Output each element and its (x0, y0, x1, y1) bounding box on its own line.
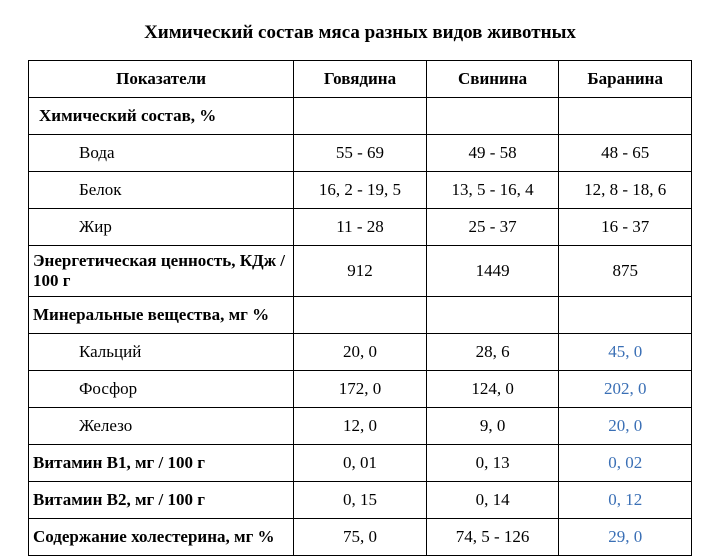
calcium-mutton: 45, 0 (559, 334, 692, 371)
iron-beef: 12, 0 (294, 408, 427, 445)
row-fat: Жир 11 - 28 25 - 37 16 - 37 (29, 209, 692, 246)
label-vitb2: Витамин В2, мг / 100 г (29, 482, 294, 519)
header-indicator: Показатели (29, 61, 294, 98)
label-vitb1: Витамин В1, мг / 100 г (29, 445, 294, 482)
energy-pork: 1449 (426, 246, 559, 297)
energy-beef: 912 (294, 246, 427, 297)
label-phosphorus: Фосфор (29, 371, 294, 408)
energy-mutton: 875 (559, 246, 692, 297)
empty-cell (426, 297, 559, 334)
empty-cell (294, 297, 427, 334)
row-cholesterol: Содержание холестерина, мг % 75, 0 74, 5… (29, 519, 692, 556)
protein-beef: 16, 2 - 19, 5 (294, 172, 427, 209)
fat-pork: 25 - 37 (426, 209, 559, 246)
page-title: Химический состав мяса разных видов живо… (28, 22, 692, 44)
empty-cell (559, 98, 692, 135)
row-protein: Белок 16, 2 - 19, 5 13, 5 - 16, 4 12, 8 … (29, 172, 692, 209)
composition-table: Показатели Говядина Свинина Баранина Хим… (28, 60, 692, 556)
fat-mutton: 16 - 37 (559, 209, 692, 246)
row-vitb1: Витамин В1, мг / 100 г 0, 01 0, 13 0, 02 (29, 445, 692, 482)
label-protein: Белок (29, 172, 294, 209)
section-chemical: Химический состав, % (29, 98, 692, 135)
vitb1-mutton: 0, 02 (559, 445, 692, 482)
row-vitb2: Витамин В2, мг / 100 г 0, 15 0, 14 0, 12 (29, 482, 692, 519)
empty-cell (426, 98, 559, 135)
water-pork: 49 - 58 (426, 135, 559, 172)
water-beef: 55 - 69 (294, 135, 427, 172)
vitb1-beef: 0, 01 (294, 445, 427, 482)
row-iron: Железо 12, 0 9, 0 20, 0 (29, 408, 692, 445)
table-header-row: Показатели Говядина Свинина Баранина (29, 61, 692, 98)
section-minerals: Минеральные вещества, мг % (29, 297, 692, 334)
label-cholesterol: Содержание холестерина, мг % (29, 519, 294, 556)
vitb1-pork: 0, 13 (426, 445, 559, 482)
vitb2-beef: 0, 15 (294, 482, 427, 519)
cholesterol-beef: 75, 0 (294, 519, 427, 556)
protein-mutton: 12, 8 - 18, 6 (559, 172, 692, 209)
calcium-pork: 28, 6 (426, 334, 559, 371)
header-pork: Свинина (426, 61, 559, 98)
iron-pork: 9, 0 (426, 408, 559, 445)
label-calcium: Кальций (29, 334, 294, 371)
vitb2-pork: 0, 14 (426, 482, 559, 519)
label-fat: Жир (29, 209, 294, 246)
phosphorus-mutton: 202, 0 (559, 371, 692, 408)
water-mutton: 48 - 65 (559, 135, 692, 172)
row-energy: Энергетическая ценность, КДж / 100 г 912… (29, 246, 692, 297)
phosphorus-pork: 124, 0 (426, 371, 559, 408)
section-minerals-label: Минеральные вещества, мг % (29, 297, 294, 334)
calcium-beef: 20, 0 (294, 334, 427, 371)
fat-beef: 11 - 28 (294, 209, 427, 246)
protein-pork: 13, 5 - 16, 4 (426, 172, 559, 209)
row-water: Вода 55 - 69 49 - 58 48 - 65 (29, 135, 692, 172)
header-mutton: Баранина (559, 61, 692, 98)
section-chemical-label: Химический состав, % (29, 98, 294, 135)
label-energy: Энергетическая ценность, КДж / 100 г (29, 246, 294, 297)
iron-mutton: 20, 0 (559, 408, 692, 445)
cholesterol-pork: 74, 5 - 126 (426, 519, 559, 556)
cholesterol-mutton: 29, 0 (559, 519, 692, 556)
label-iron: Железо (29, 408, 294, 445)
empty-cell (559, 297, 692, 334)
header-beef: Говядина (294, 61, 427, 98)
label-water: Вода (29, 135, 294, 172)
vitb2-mutton: 0, 12 (559, 482, 692, 519)
row-phosphorus: Фосфор 172, 0 124, 0 202, 0 (29, 371, 692, 408)
row-calcium: Кальций 20, 0 28, 6 45, 0 (29, 334, 692, 371)
empty-cell (294, 98, 427, 135)
phosphorus-beef: 172, 0 (294, 371, 427, 408)
